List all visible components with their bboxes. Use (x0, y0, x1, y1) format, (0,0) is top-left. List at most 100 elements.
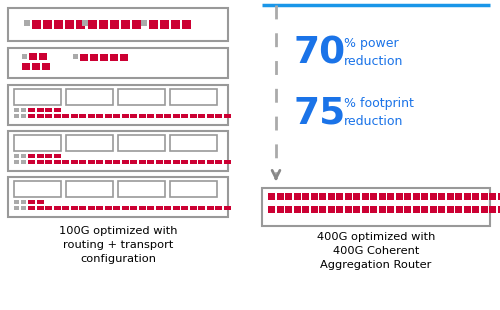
Bar (36, 200, 44, 204)
Bar (28, 154, 35, 158)
Bar (99, 20, 108, 29)
Bar (39, 53, 47, 60)
Bar (21, 206, 26, 210)
Bar (224, 160, 230, 164)
Bar (198, 206, 205, 210)
Bar (353, 206, 360, 213)
Bar (96, 160, 103, 164)
Bar (294, 206, 300, 213)
Bar (387, 206, 394, 213)
Bar (120, 54, 128, 61)
Bar (21, 108, 26, 112)
Bar (268, 193, 275, 200)
Bar (464, 193, 470, 200)
Bar (66, 135, 113, 151)
Bar (170, 135, 217, 151)
Bar (76, 20, 85, 29)
Bar (70, 160, 78, 164)
Bar (8, 8, 228, 41)
Bar (310, 206, 318, 213)
Bar (118, 89, 165, 105)
Bar (396, 193, 402, 200)
Bar (206, 160, 214, 164)
Bar (370, 193, 377, 200)
Bar (65, 20, 74, 29)
Bar (14, 135, 61, 151)
Bar (276, 206, 283, 213)
Bar (45, 206, 52, 210)
Text: 100G optimized with
routing + transport
configuration: 100G optimized with routing + transport … (59, 226, 177, 264)
Bar (164, 114, 171, 118)
Bar (82, 20, 88, 26)
Bar (113, 114, 120, 118)
Bar (130, 114, 137, 118)
Bar (66, 181, 113, 197)
Bar (21, 114, 26, 118)
Bar (54, 206, 60, 210)
Bar (45, 114, 52, 118)
Bar (14, 181, 61, 197)
Bar (147, 206, 154, 210)
Bar (421, 193, 428, 200)
Bar (36, 114, 44, 118)
Bar (8, 85, 228, 125)
Bar (430, 193, 436, 200)
Bar (181, 160, 188, 164)
Bar (362, 193, 368, 200)
Bar (88, 160, 94, 164)
Bar (141, 20, 147, 26)
Bar (268, 206, 275, 213)
Bar (164, 206, 171, 210)
Bar (438, 206, 445, 213)
Bar (328, 206, 334, 213)
Bar (387, 193, 394, 200)
Bar (118, 135, 165, 151)
Bar (14, 154, 19, 158)
Bar (172, 160, 180, 164)
Bar (353, 193, 360, 200)
Bar (96, 206, 103, 210)
Bar (438, 193, 445, 200)
Bar (88, 20, 97, 29)
Bar (54, 154, 60, 158)
Bar (14, 160, 19, 164)
Bar (156, 206, 162, 210)
Bar (104, 206, 112, 210)
Bar (344, 206, 352, 213)
Bar (181, 206, 188, 210)
Bar (480, 206, 488, 213)
Bar (370, 206, 377, 213)
Bar (36, 160, 44, 164)
Bar (8, 177, 228, 217)
Bar (396, 206, 402, 213)
Bar (22, 63, 27, 68)
Bar (90, 54, 98, 61)
Bar (446, 193, 454, 200)
Bar (45, 154, 52, 158)
Bar (79, 206, 86, 210)
Bar (472, 206, 479, 213)
Text: 400G optimized with
400G Coherent
Aggregation Router: 400G optimized with 400G Coherent Aggreg… (317, 232, 435, 270)
Bar (206, 114, 214, 118)
Bar (28, 200, 35, 204)
Bar (132, 20, 141, 29)
Bar (122, 114, 128, 118)
Bar (190, 206, 196, 210)
Bar (28, 108, 35, 112)
Text: 70: 70 (294, 35, 346, 71)
Bar (104, 160, 112, 164)
Bar (36, 154, 44, 158)
Bar (22, 54, 27, 59)
Bar (113, 206, 120, 210)
Bar (421, 206, 428, 213)
Bar (336, 193, 343, 200)
Text: % power
reduction: % power reduction (344, 37, 404, 68)
Bar (498, 206, 500, 213)
Bar (319, 193, 326, 200)
Bar (70, 114, 78, 118)
Bar (28, 114, 35, 118)
Bar (54, 160, 60, 164)
Bar (430, 206, 436, 213)
Bar (21, 160, 26, 164)
Bar (412, 193, 420, 200)
